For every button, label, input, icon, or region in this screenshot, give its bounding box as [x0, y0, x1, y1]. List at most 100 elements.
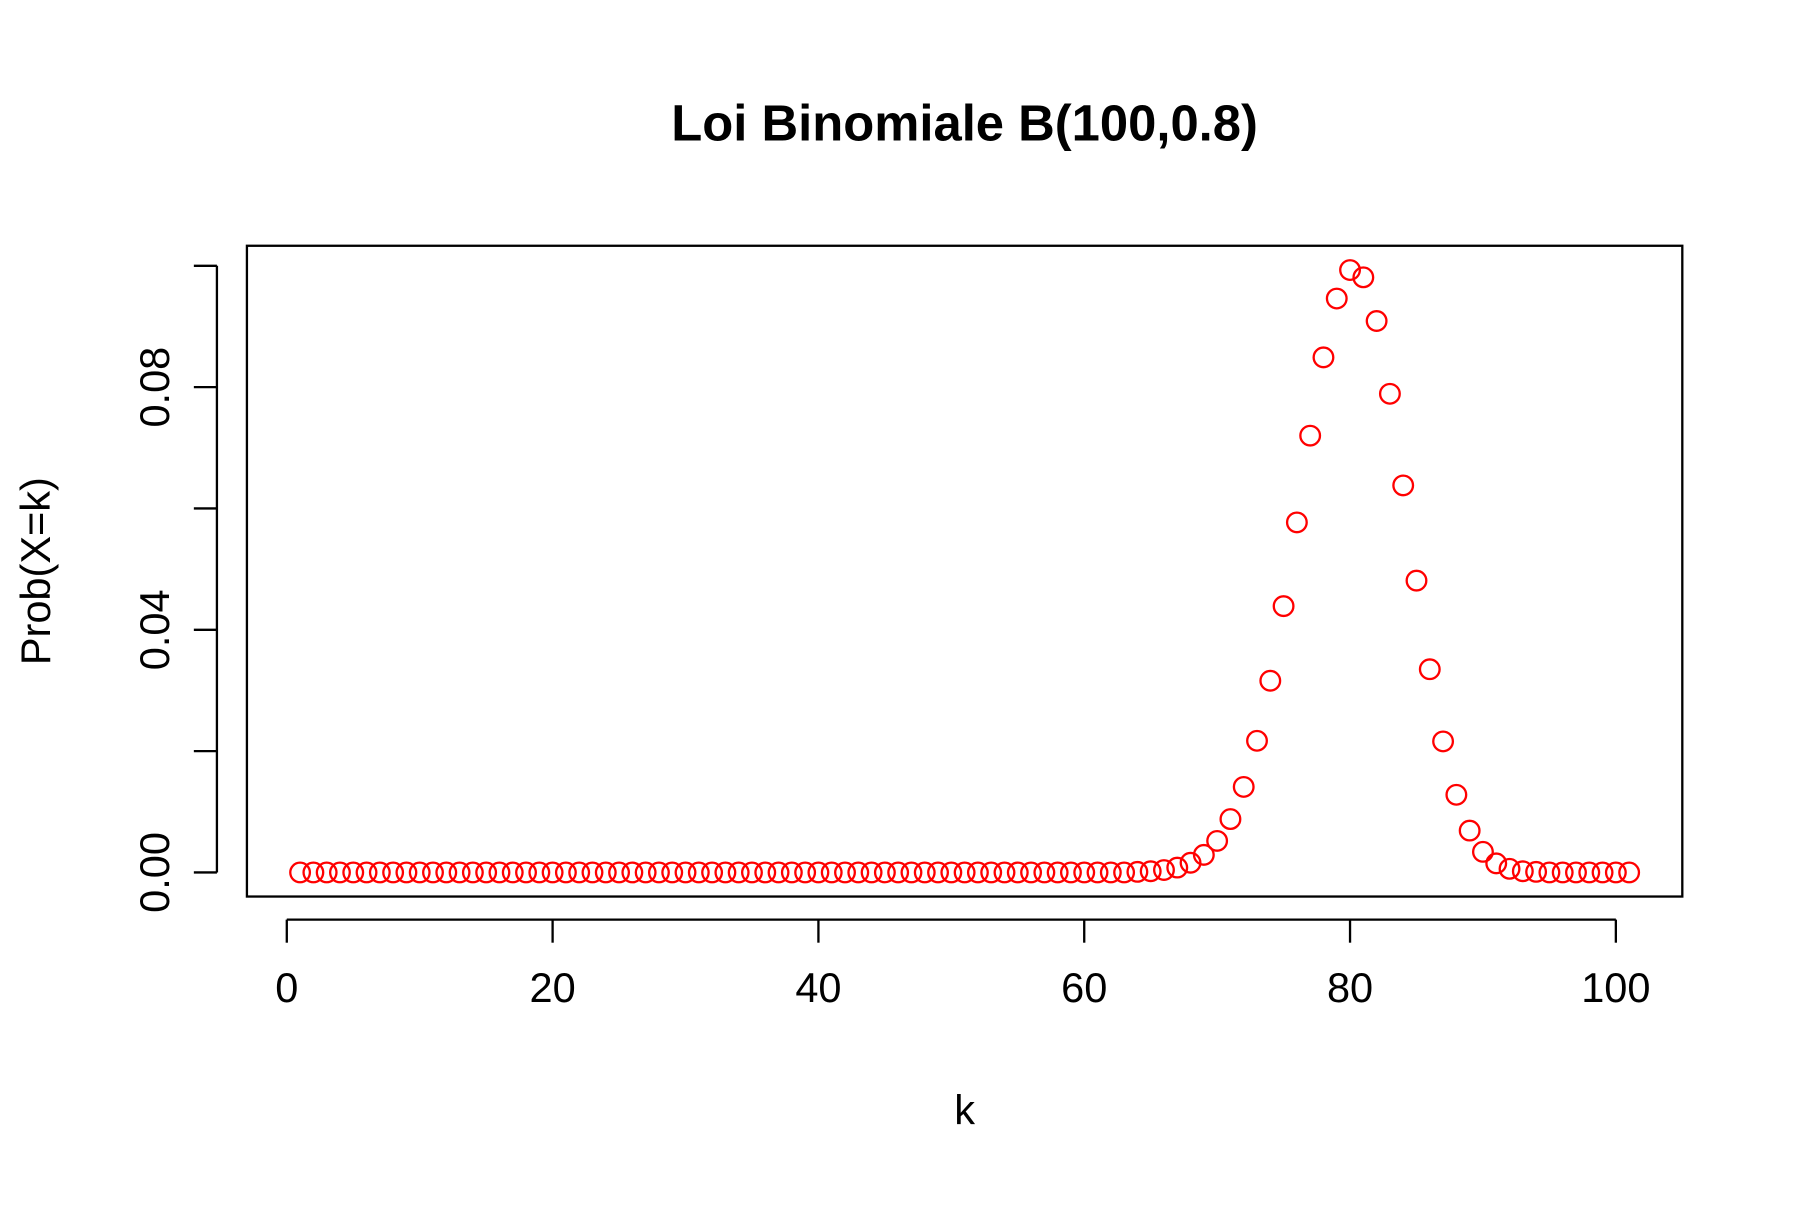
point	[515, 861, 537, 884]
point	[1445, 783, 1468, 806]
point	[1206, 829, 1229, 852]
point	[342, 861, 365, 884]
point	[687, 861, 710, 884]
y-tick-label: 0.00	[131, 832, 178, 913]
point	[1432, 730, 1455, 753]
point	[1126, 860, 1149, 883]
point	[1352, 266, 1375, 289]
point	[1166, 856, 1189, 879]
point	[1325, 287, 1348, 310]
plot-frame	[245, 244, 1684, 898]
point	[980, 861, 1003, 884]
point	[1073, 861, 1096, 884]
point	[1378, 382, 1401, 405]
point	[741, 861, 763, 884]
point	[913, 861, 936, 884]
point	[1232, 775, 1255, 798]
point	[315, 861, 338, 884]
point	[900, 861, 923, 884]
point	[1153, 859, 1175, 881]
point	[395, 861, 418, 884]
point	[568, 861, 591, 884]
point	[1418, 658, 1441, 681]
point	[1086, 861, 1109, 884]
point	[1591, 861, 1614, 884]
point	[1059, 861, 1082, 884]
point	[1099, 861, 1122, 884]
point	[608, 861, 631, 884]
point	[1272, 595, 1295, 618]
point	[1618, 861, 1641, 884]
point	[873, 861, 896, 884]
point	[953, 861, 976, 884]
point	[1020, 861, 1043, 884]
point	[528, 861, 551, 884]
point	[488, 861, 511, 884]
point	[1392, 474, 1415, 497]
point	[501, 861, 524, 884]
point	[993, 861, 1016, 884]
point	[1246, 729, 1268, 752]
point	[701, 861, 724, 884]
point	[1113, 861, 1136, 884]
point	[1179, 851, 1202, 874]
point	[727, 861, 750, 884]
point	[966, 861, 989, 884]
point	[767, 861, 790, 884]
x-tick-label: 80	[1327, 964, 1373, 1011]
point	[1339, 259, 1362, 281]
point	[594, 861, 617, 884]
point	[1365, 310, 1388, 332]
point	[1006, 861, 1029, 884]
y-tick-label: 0.04	[131, 589, 178, 670]
point	[927, 861, 949, 884]
point	[289, 861, 312, 884]
point	[554, 861, 577, 884]
point	[1525, 860, 1548, 883]
point	[328, 861, 351, 884]
point	[475, 861, 498, 884]
point	[461, 861, 484, 884]
x-tick-label: 100	[1581, 964, 1650, 1011]
point	[847, 861, 870, 884]
point	[1578, 861, 1601, 884]
point	[807, 861, 830, 884]
point	[1219, 808, 1242, 831]
point	[541, 861, 564, 884]
point	[820, 861, 843, 884]
point	[355, 861, 378, 884]
point	[1285, 511, 1308, 534]
point	[448, 861, 471, 884]
point	[1458, 819, 1481, 842]
point	[1046, 861, 1069, 884]
point	[1192, 843, 1215, 866]
point	[422, 861, 444, 884]
point	[435, 861, 458, 884]
point	[940, 861, 963, 884]
point	[621, 861, 644, 884]
point	[382, 861, 405, 884]
point	[794, 861, 817, 884]
point	[581, 861, 604, 884]
point	[1565, 861, 1587, 884]
x-tick-label: 0	[275, 964, 298, 1011]
point	[408, 861, 431, 884]
point	[1511, 860, 1534, 883]
y-tick-label: 0.08	[131, 347, 178, 428]
point	[647, 861, 670, 884]
point	[1551, 861, 1574, 884]
point	[1471, 840, 1494, 863]
point	[1604, 861, 1627, 884]
point	[1405, 569, 1428, 592]
point	[1485, 852, 1508, 875]
point	[1259, 669, 1282, 692]
point	[302, 861, 325, 884]
x-tick-label: 60	[1061, 964, 1107, 1011]
point	[1299, 424, 1322, 447]
point	[714, 861, 737, 884]
x-tick-label: 40	[795, 964, 841, 1011]
x-tick-label: 20	[530, 964, 576, 1011]
point	[368, 861, 391, 884]
point	[860, 861, 883, 884]
